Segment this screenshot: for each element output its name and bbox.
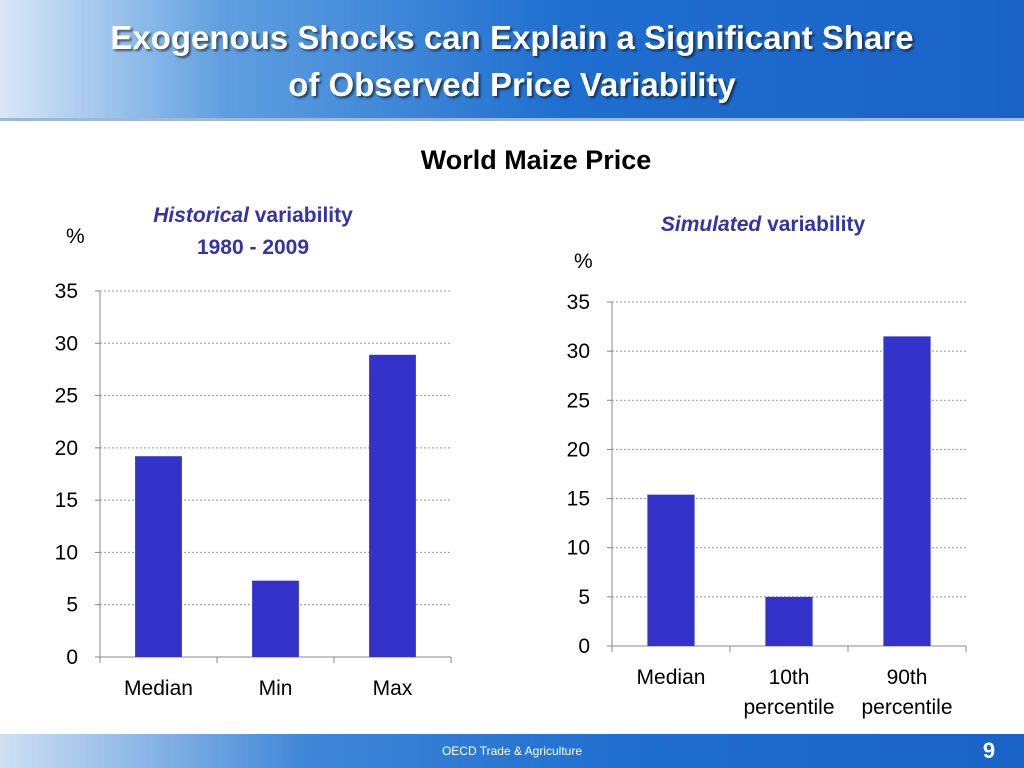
chart2-y-tick-label: 0 — [578, 635, 590, 658]
chart2-x-tick-label: 10th — [769, 666, 810, 689]
chart2-y-tick-label: 30 — [567, 340, 590, 363]
chart2-y-tick-label: 15 — [567, 488, 590, 511]
right-panel-title: Simulated variability — [613, 209, 913, 241]
chart2-y-tick-label: 20 — [567, 438, 590, 461]
chart2-x-tick-label: percentile — [861, 696, 952, 719]
chart2-y-tick-label: 25 — [567, 389, 590, 412]
chart2-x-tick-label: Median — [637, 666, 706, 689]
chart1-bar — [252, 580, 299, 657]
chart1-y-tick-label: 30 — [55, 332, 78, 355]
footer-text: OECD Trade & Agriculture — [441, 744, 583, 758]
historical-variability-chart: 0 5 10 15 20 25 30 35 Median Min Max — [55, 280, 452, 700]
right-title-emphasis: Simulated — [660, 213, 762, 236]
chart-heading: World Maize Price — [420, 145, 652, 175]
slide-footer — [0, 734, 1024, 768]
simulated-variability-chart: 0 5 10 15 20 25 30 35 Median 10th percentile 90th pe… — [567, 291, 967, 719]
chart1-y-tick-label: 15 — [55, 489, 78, 512]
chart1-y-tick-label: 25 — [55, 385, 78, 408]
chart2-bar — [765, 596, 813, 646]
right-unit-label: % — [574, 250, 593, 273]
chart1-y-tick-label: 0 — [66, 646, 78, 669]
left-unit-label: % — [66, 225, 85, 248]
chart2-y-tick-label: 5 — [578, 586, 590, 609]
left-title-emphasis: Historical — [153, 204, 249, 227]
chart1-x-tick-label: Median — [124, 677, 193, 700]
chart1-y-tick-label: 5 — [66, 594, 78, 617]
chart2-y-tick-label: 35 — [567, 291, 590, 314]
chart2-y-tick-label: 10 — [567, 537, 590, 560]
chart2-x-tick-label: 90th — [887, 666, 928, 689]
left-title-period: 1980 - 2009 — [196, 236, 310, 259]
chart2-bar — [883, 336, 931, 646]
left-panel-title: Historical variability 1980 - 2009 — [103, 200, 403, 264]
slide-title-line1: Exogenous Shocks can Explain a Significa… — [110, 19, 914, 56]
chart2-bar — [647, 494, 695, 646]
page-number: 9 — [982, 738, 996, 763]
header-rule — [0, 118, 1024, 121]
chart1-x-tick-label: Max — [373, 677, 413, 700]
slide-title-line2: of Observed Price Variability — [288, 66, 736, 103]
chart2-x-tick-label: percentile — [743, 696, 834, 719]
slide-title: Exogenous Shocks can Explain a Significa… — [0, 14, 1024, 108]
chart1-bar — [135, 456, 182, 657]
chart1-y-tick-label: 35 — [55, 280, 78, 303]
slide-header — [0, 0, 1024, 118]
chart1-bar — [369, 354, 416, 657]
chart1-x-tick-label: Min — [259, 677, 293, 700]
left-title-rest: variability — [248, 204, 353, 227]
right-title-rest: variability — [761, 213, 866, 236]
chart1-y-tick-label: 10 — [55, 541, 78, 564]
chart1-y-tick-label: 20 — [55, 437, 78, 460]
